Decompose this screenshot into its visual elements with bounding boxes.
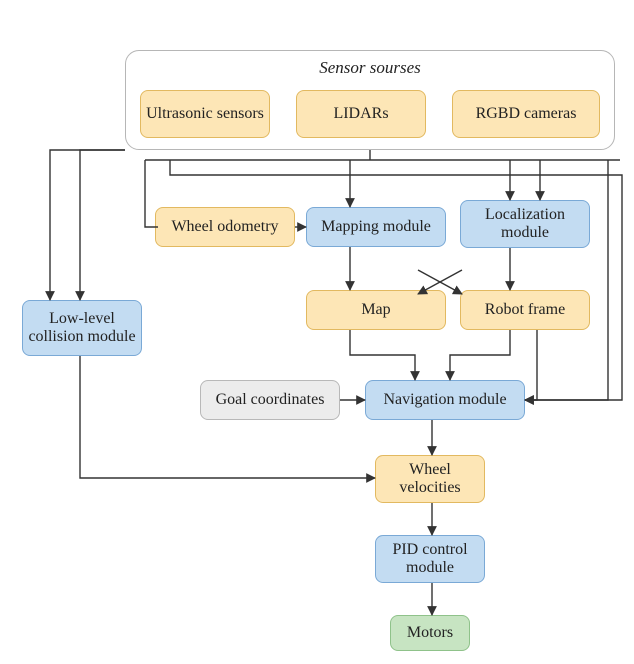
node-label: Wheel odometry	[171, 218, 278, 236]
node-motors: Motors	[390, 615, 470, 651]
node-lidars: LIDARs	[296, 90, 426, 138]
node-label: Navigation module	[383, 391, 506, 409]
sensor-sources-title: Sensor sourses	[125, 58, 615, 78]
node-wheel-velocities: Wheel velocities	[375, 455, 485, 503]
node-localization-module: Localization module	[460, 200, 590, 248]
node-label: Goal coordinates	[216, 391, 325, 409]
node-label: RGBD cameras	[476, 105, 577, 123]
node-low-level-collision: Low-level collision module	[22, 300, 142, 356]
node-label: PID control module	[380, 541, 480, 578]
node-navigation-module: Navigation module	[365, 380, 525, 420]
node-label: Mapping module	[321, 218, 431, 236]
node-label: Localization module	[465, 206, 585, 243]
node-robot-frame: Robot frame	[460, 290, 590, 330]
node-ultrasonic-sensors: Ultrasonic sensors	[140, 90, 270, 138]
node-pid-control-module: PID control module	[375, 535, 485, 583]
node-map: Map	[306, 290, 446, 330]
node-label: Map	[361, 301, 390, 319]
node-label: Wheel velocities	[380, 461, 480, 498]
node-label: Robot frame	[485, 301, 565, 319]
node-goal-coordinates: Goal coordinates	[200, 380, 340, 420]
node-rgbd-cameras: RGBD cameras	[452, 90, 600, 138]
node-mapping-module: Mapping module	[306, 207, 446, 247]
node-label: Low-level collision module	[27, 310, 137, 347]
node-label: Ultrasonic sensors	[146, 105, 264, 123]
node-wheel-odometry: Wheel odometry	[155, 207, 295, 247]
node-label: Motors	[407, 624, 453, 642]
node-label: LIDARs	[333, 105, 388, 123]
